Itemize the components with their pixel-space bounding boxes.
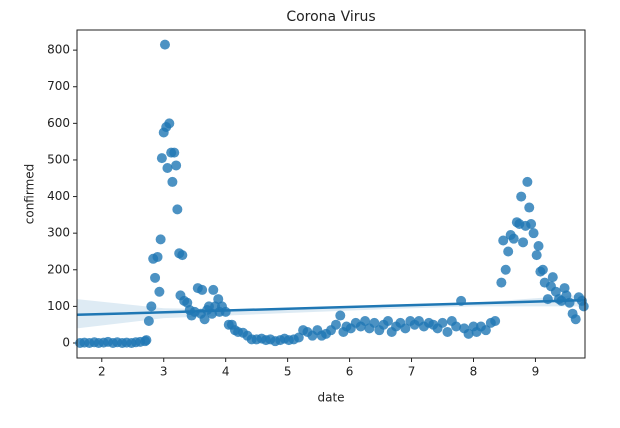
plot-frame [76,29,586,359]
point [152,251,163,262]
x-tick-label: 5 [284,365,292,379]
point [522,176,533,187]
point [197,284,208,295]
y-tick-label: 700 [47,79,70,93]
point [171,160,182,171]
point [335,310,346,321]
point [578,301,589,312]
regression-line [76,298,586,317]
point [498,235,509,246]
point [167,176,178,187]
point [451,321,462,332]
point [526,219,537,230]
y-tick-label: 100 [47,299,70,313]
x-tick-label: 6 [346,365,354,379]
x-tick-label: 4 [222,365,230,379]
point [516,191,527,202]
point [159,39,170,50]
point [537,264,548,275]
x-tick-label: 3 [160,365,168,379]
point [162,163,173,174]
x-axis-label: date [317,391,344,405]
point [156,153,167,164]
point [150,272,161,283]
point [360,316,371,327]
y-tick-label: 400 [47,189,70,203]
point [503,246,514,257]
y-tick-label: 200 [47,262,70,276]
point [330,319,341,330]
point [528,228,539,239]
point [400,323,411,334]
x-tick-label: 9 [532,365,540,379]
point [169,147,180,158]
point [524,202,535,213]
point [208,284,219,295]
point [463,328,474,339]
point [531,250,542,261]
y-tick-label: 300 [47,226,70,240]
point [490,316,501,327]
point [496,277,507,288]
point [508,233,519,244]
point [177,250,188,261]
x-tick-label: 7 [408,365,416,379]
point [533,240,544,251]
point [518,237,529,248]
point [500,264,511,275]
point [570,314,581,325]
point [382,316,393,327]
point [141,335,152,346]
point [172,204,183,215]
point [437,317,448,328]
points [75,39,589,348]
point [146,301,157,312]
point [547,272,558,283]
y-tick-label: 600 [47,116,70,130]
point [369,317,380,328]
y-axis-label: confirmed [23,164,37,225]
x-tick-label: 2 [98,365,106,379]
point [442,327,453,338]
point [480,325,491,336]
y-tick-label: 800 [47,43,70,57]
y-tick-label: 500 [47,152,70,166]
y-tick-label: 0 [62,335,70,349]
point [199,314,210,325]
chart-title: Corona Virus [286,9,375,25]
point [155,234,166,245]
x-tick-label: 8 [470,365,478,379]
point [293,332,304,343]
point [164,118,175,129]
point [143,316,154,327]
point [154,286,165,297]
